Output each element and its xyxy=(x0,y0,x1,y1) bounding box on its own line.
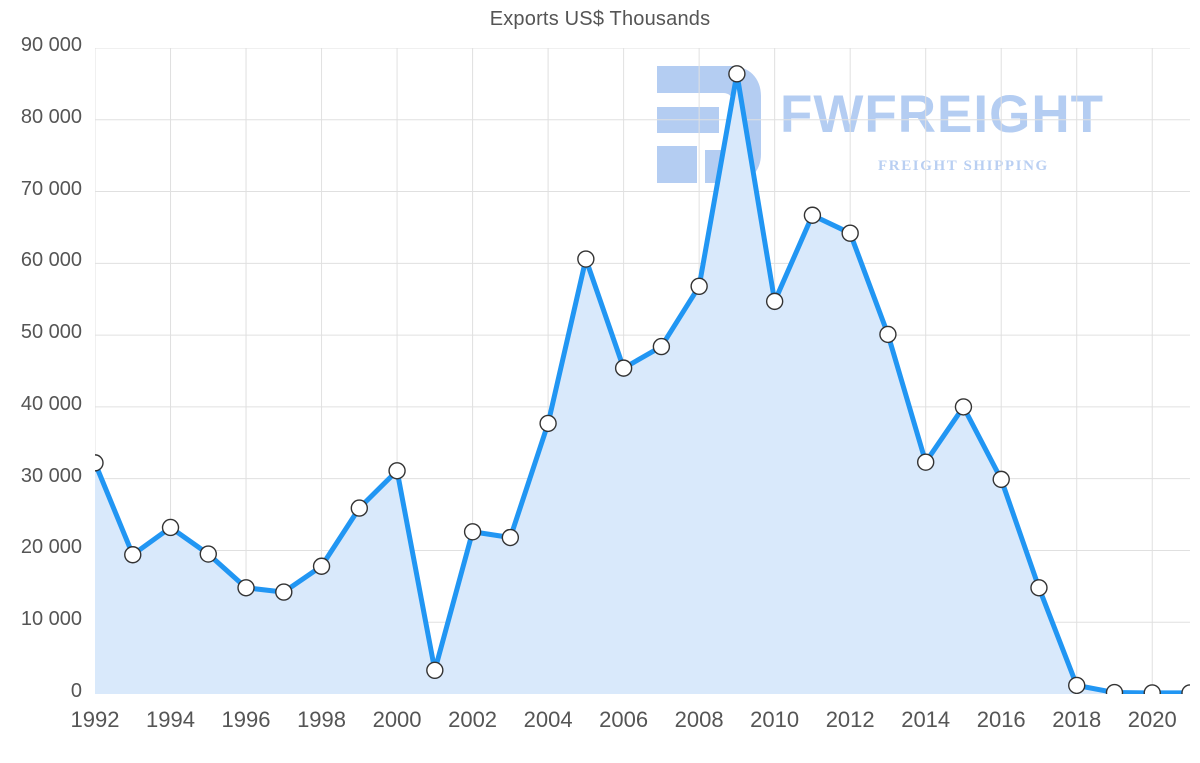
x-axis-tick-label: 2010 xyxy=(750,707,800,732)
data-point-marker[interactable] xyxy=(1143,684,1161,694)
data-point-marker[interactable] xyxy=(803,206,822,224)
y-axis-tick-label: 40 000 xyxy=(20,392,82,415)
x-axis-tick-label: 2014 xyxy=(901,707,951,732)
data-point-marker[interactable] xyxy=(614,359,633,377)
y-axis-tick-label: 30 000 xyxy=(20,464,82,487)
y-axis-tick-label: 80 000 xyxy=(20,105,82,128)
data-point-marker[interactable] xyxy=(577,250,595,268)
plot-area xyxy=(95,48,1190,694)
y-axis-tick-label: 10 000 xyxy=(20,608,82,631)
x-axis-tick-label: 2016 xyxy=(976,707,1026,732)
x-axis-tick-label: 2008 xyxy=(674,707,724,732)
y-axis-tick-label: 0 xyxy=(70,680,82,702)
data-point-marker[interactable] xyxy=(728,65,746,83)
chart-title: Exports US$ Thousands xyxy=(489,8,711,30)
data-point-marker[interactable] xyxy=(124,546,142,564)
x-axis-tick-label: 2004 xyxy=(523,707,573,732)
x-axis-tick-label: 1998 xyxy=(297,707,347,732)
data-point-marker[interactable] xyxy=(275,583,293,601)
data-point-marker[interactable] xyxy=(312,557,331,575)
area-fill xyxy=(95,73,1190,694)
data-point-marker[interactable] xyxy=(501,528,520,547)
y-axis-tick-label: 70 000 xyxy=(20,177,82,200)
data-point-marker[interactable] xyxy=(765,292,784,311)
y-axis-tick-label: 60 000 xyxy=(20,249,82,272)
data-point-marker[interactable] xyxy=(916,453,935,471)
data-point-marker[interactable] xyxy=(1068,676,1086,694)
x-axis-tick-label: 2020 xyxy=(1127,707,1177,732)
x-axis-tick-label: 1996 xyxy=(221,707,271,732)
data-point-marker[interactable] xyxy=(652,337,671,356)
x-axis-tick-label: 2012 xyxy=(825,707,875,732)
data-point-marker[interactable] xyxy=(1030,579,1048,597)
x-axis-tick-label: 1992 xyxy=(70,707,120,732)
data-point-marker[interactable] xyxy=(1105,683,1124,694)
y-axis-tick-label: 50 000 xyxy=(20,321,82,344)
data-point-marker[interactable] xyxy=(463,523,482,541)
data-point-marker[interactable] xyxy=(426,661,444,680)
data-point-marker[interactable] xyxy=(388,462,406,480)
data-point-marker[interactable] xyxy=(1181,684,1190,694)
data-point-marker[interactable] xyxy=(161,518,180,537)
data-point-marker[interactable] xyxy=(95,454,104,472)
y-axis-tick-label: 20 000 xyxy=(20,536,82,559)
x-axis-tick-label: 2018 xyxy=(1052,707,1102,732)
data-point-marker[interactable] xyxy=(690,277,708,296)
data-markers xyxy=(95,65,1190,694)
x-axis-tick-label: 2006 xyxy=(599,707,649,732)
data-point-marker[interactable] xyxy=(199,545,217,563)
data-point-marker[interactable] xyxy=(350,499,369,517)
x-axis-tick-label: 2000 xyxy=(372,707,422,732)
data-point-marker[interactable] xyxy=(992,470,1010,489)
data-point-marker[interactable] xyxy=(879,325,897,344)
data-point-marker[interactable] xyxy=(539,414,557,433)
x-axis-tick-label: 2002 xyxy=(448,707,498,732)
data-point-marker[interactable] xyxy=(237,579,255,597)
y-axis: 0 10 000 20 000 30 000 40 000 50 000 60 000 70 … xyxy=(0,0,82,763)
data-point-marker[interactable] xyxy=(841,224,859,242)
y-axis-tick-label: 90 000 xyxy=(20,34,82,56)
x-axis-tick-label: 1994 xyxy=(146,707,195,732)
data-point-marker[interactable] xyxy=(954,398,973,416)
